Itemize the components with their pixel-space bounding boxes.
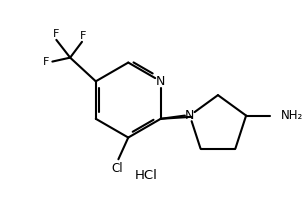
- Text: N: N: [185, 109, 195, 122]
- Text: Cl: Cl: [111, 162, 123, 175]
- Text: F: F: [43, 57, 50, 67]
- Text: F: F: [80, 31, 86, 41]
- Text: NH₂: NH₂: [281, 109, 303, 122]
- Text: N: N: [156, 75, 165, 88]
- Text: F: F: [53, 29, 60, 39]
- Text: HCl: HCl: [134, 168, 157, 182]
